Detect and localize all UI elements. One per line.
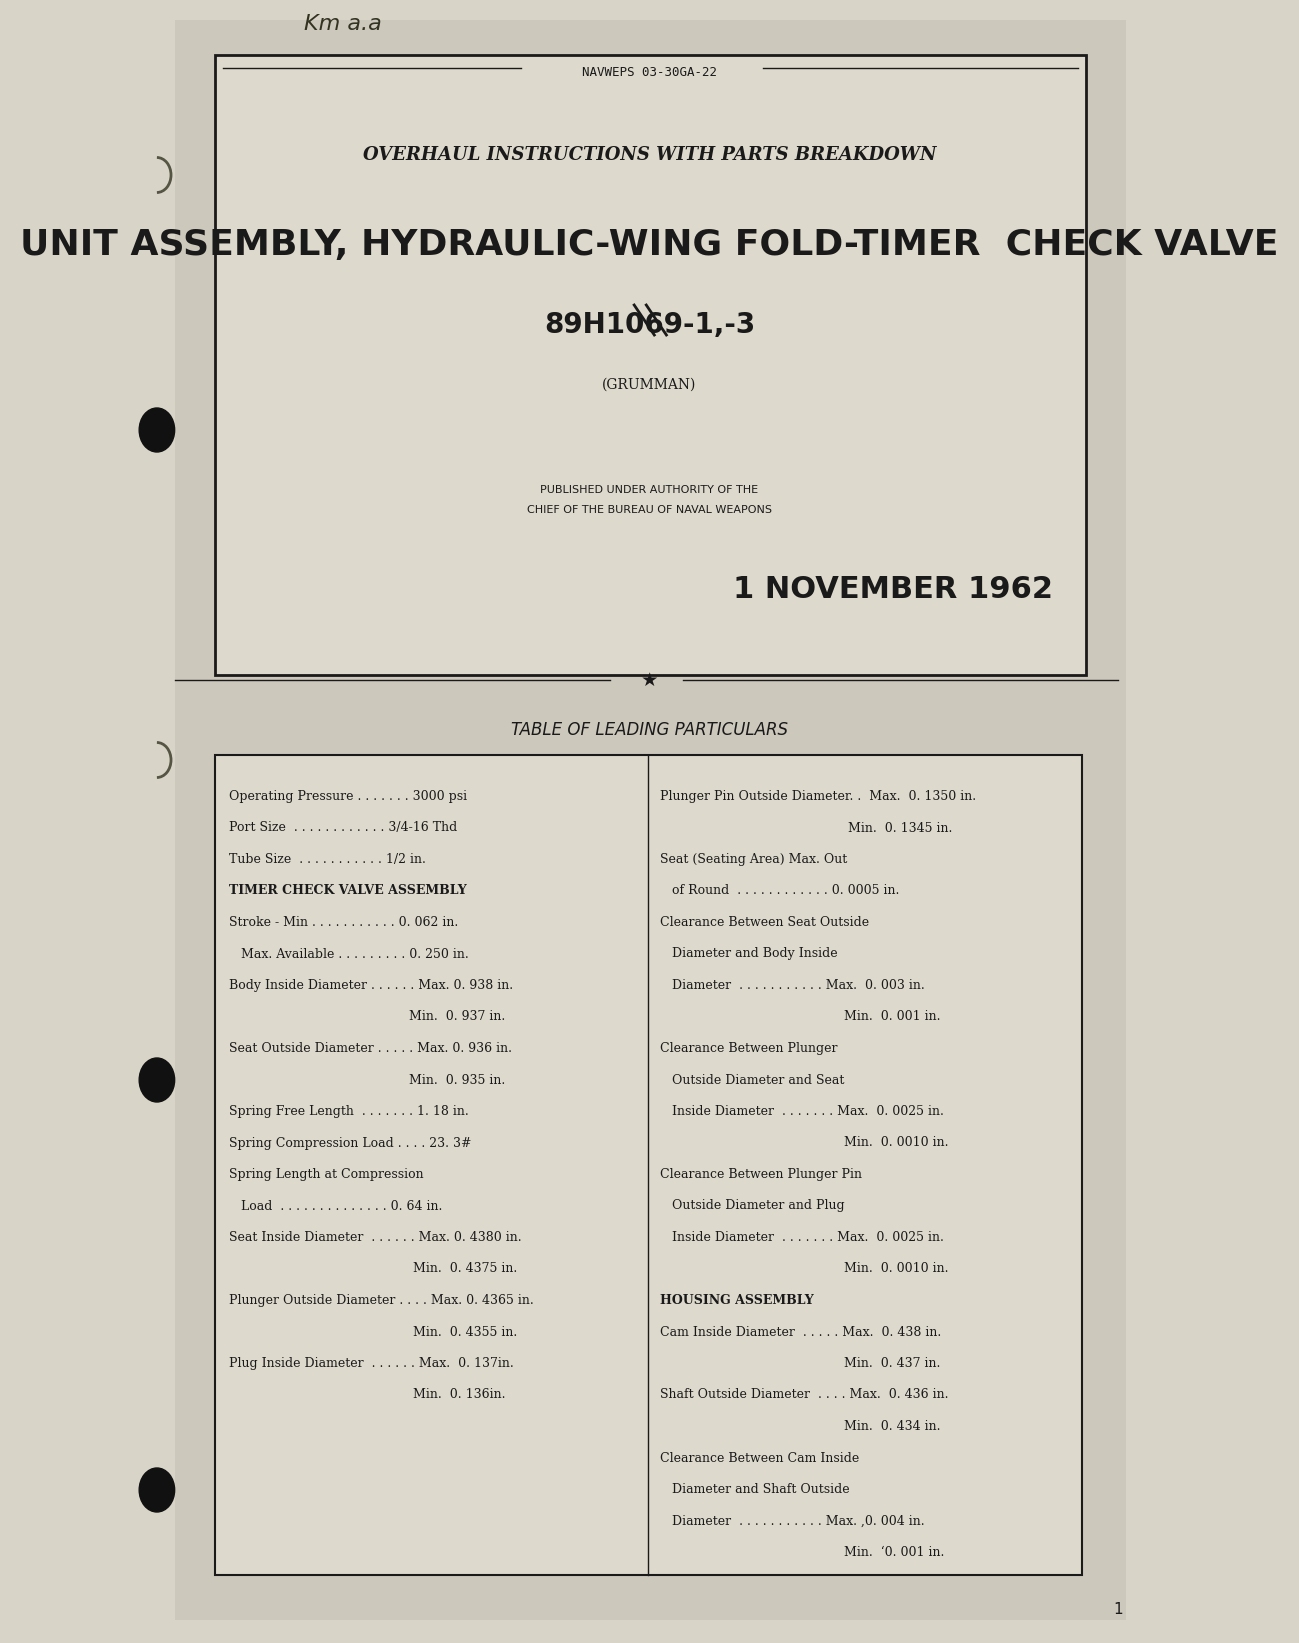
Text: 89H1069-1,-3: 89H1069-1,-3 <box>544 311 755 338</box>
Text: Min.  0. 935 in.: Min. 0. 935 in. <box>230 1073 505 1086</box>
Text: CHIEF OF THE BUREAU OF NAVAL WEAPONS: CHIEF OF THE BUREAU OF NAVAL WEAPONS <box>527 504 772 514</box>
Text: Clearance Between Seat Outside: Clearance Between Seat Outside <box>660 917 869 928</box>
Text: 1 NOVEMBER 1962: 1 NOVEMBER 1962 <box>734 575 1053 605</box>
Text: Min.  0. 937 in.: Min. 0. 937 in. <box>230 1010 505 1024</box>
Text: Clearance Between Plunger Pin: Clearance Between Plunger Pin <box>660 1168 863 1181</box>
Text: HOUSING ASSEMBLY: HOUSING ASSEMBLY <box>660 1295 813 1306</box>
Text: Clearance Between Cam Inside: Clearance Between Cam Inside <box>660 1451 859 1464</box>
Text: Seat Inside Diameter  . . . . . . Max. 0. 4380 in.: Seat Inside Diameter . . . . . . Max. 0.… <box>230 1231 522 1244</box>
Text: Min.  0. 434 in.: Min. 0. 434 in. <box>660 1420 940 1433</box>
Text: Spring Free Length  . . . . . . . 1. 18 in.: Spring Free Length . . . . . . . 1. 18 i… <box>230 1106 469 1117</box>
Text: Diameter and Body Inside: Diameter and Body Inside <box>660 948 838 961</box>
Text: Min.  0. 001 in.: Min. 0. 001 in. <box>660 1010 940 1024</box>
Text: Operating Pressure . . . . . . . 3000 psi: Operating Pressure . . . . . . . 3000 ps… <box>230 790 468 803</box>
Text: Spring Length at Compression: Spring Length at Compression <box>230 1168 423 1181</box>
Text: Plunger Pin Outside Diameter. .  Max.  0. 1350 in.: Plunger Pin Outside Diameter. . Max. 0. … <box>660 790 976 803</box>
Text: Min.  0. 437 in.: Min. 0. 437 in. <box>660 1357 940 1370</box>
Text: Body Inside Diameter . . . . . . Max. 0. 938 in.: Body Inside Diameter . . . . . . Max. 0.… <box>230 979 513 992</box>
Text: Inside Diameter  . . . . . . . Max.  0. 0025 in.: Inside Diameter . . . . . . . Max. 0. 00… <box>660 1231 944 1244</box>
Text: Spring Compression Load . . . . 23. 3#: Spring Compression Load . . . . 23. 3# <box>230 1137 472 1150</box>
Text: Seat (Seating Area) Max. Out: Seat (Seating Area) Max. Out <box>660 853 847 866</box>
Text: of Round  . . . . . . . . . . . . 0. 0005 in.: of Round . . . . . . . . . . . . 0. 0005… <box>660 884 899 897</box>
Text: Min.  0. 1345 in.: Min. 0. 1345 in. <box>660 822 952 835</box>
Text: Min.  0. 0010 in.: Min. 0. 0010 in. <box>660 1137 948 1150</box>
Circle shape <box>139 407 174 452</box>
Text: TABLE OF LEADING PARTICULARS: TABLE OF LEADING PARTICULARS <box>511 721 788 739</box>
Text: Outside Diameter and Plug: Outside Diameter and Plug <box>660 1199 844 1213</box>
Text: OVERHAUL INSTRUCTIONS WITH PARTS BREAKDOWN: OVERHAUL INSTRUCTIONS WITH PARTS BREAKDO… <box>362 146 937 164</box>
Text: UNIT ASSEMBLY, HYDRAULIC-WING FOLD-TIMER  CHECK VALVE: UNIT ASSEMBLY, HYDRAULIC-WING FOLD-TIMER… <box>21 228 1278 261</box>
Text: Inside Diameter  . . . . . . . Max.  0. 0025 in.: Inside Diameter . . . . . . . Max. 0. 00… <box>660 1106 944 1117</box>
Text: Max. Available . . . . . . . . . 0. 250 in.: Max. Available . . . . . . . . . 0. 250 … <box>230 948 469 961</box>
Text: Min.  0. 4375 in.: Min. 0. 4375 in. <box>230 1262 518 1275</box>
Circle shape <box>139 1467 174 1512</box>
Text: Min.  ‘0. 001 in.: Min. ‘0. 001 in. <box>660 1546 944 1559</box>
Circle shape <box>139 1058 174 1102</box>
Text: (GRUMMAN): (GRUMMAN) <box>603 378 696 393</box>
Text: Load  . . . . . . . . . . . . . . 0. 64 in.: Load . . . . . . . . . . . . . . 0. 64 i… <box>230 1199 443 1213</box>
Text: Min.  0. 4355 in.: Min. 0. 4355 in. <box>230 1326 518 1339</box>
Text: Tube Size  . . . . . . . . . . . 1/2 in.: Tube Size . . . . . . . . . . . 1/2 in. <box>230 853 426 866</box>
Text: Min.  0. 136in.: Min. 0. 136in. <box>230 1388 507 1401</box>
Text: NAVWEPS 03-30GA-22: NAVWEPS 03-30GA-22 <box>582 66 717 79</box>
Text: Diameter and Shaft Outside: Diameter and Shaft Outside <box>660 1484 850 1497</box>
Text: Shaft Outside Diameter  . . . . Max.  0. 436 in.: Shaft Outside Diameter . . . . Max. 0. 4… <box>660 1388 948 1401</box>
Bar <box>214 54 1086 675</box>
Text: Outside Diameter and Seat: Outside Diameter and Seat <box>660 1073 844 1086</box>
Text: Min.  0. 0010 in.: Min. 0. 0010 in. <box>660 1262 948 1275</box>
Text: Cam Inside Diameter  . . . . . Max.  0. 438 in.: Cam Inside Diameter . . . . . Max. 0. 43… <box>660 1326 942 1339</box>
Text: Km a.a: Km a.a <box>304 15 382 35</box>
Text: 1: 1 <box>1113 1602 1122 1617</box>
Text: Diameter  . . . . . . . . . . . Max. ,0. 004 in.: Diameter . . . . . . . . . . . Max. ,0. … <box>660 1515 925 1528</box>
Text: Port Size  . . . . . . . . . . . . 3/4-16 Thd: Port Size . . . . . . . . . . . . 3/4-16… <box>230 822 457 835</box>
Bar <box>214 756 1082 1576</box>
Text: Stroke - Min . . . . . . . . . . . 0. 062 in.: Stroke - Min . . . . . . . . . . . 0. 06… <box>230 917 459 928</box>
Text: Clearance Between Plunger: Clearance Between Plunger <box>660 1042 838 1055</box>
Text: PUBLISHED UNDER AUTHORITY OF THE: PUBLISHED UNDER AUTHORITY OF THE <box>540 485 759 495</box>
Text: TIMER CHECK VALVE ASSEMBLY: TIMER CHECK VALVE ASSEMBLY <box>230 884 468 897</box>
Text: Seat Outside Diameter . . . . . Max. 0. 936 in.: Seat Outside Diameter . . . . . Max. 0. … <box>230 1042 513 1055</box>
Text: Diameter  . . . . . . . . . . . Max.  0. 003 in.: Diameter . . . . . . . . . . . Max. 0. 0… <box>660 979 925 992</box>
Text: ★: ★ <box>640 670 659 690</box>
Text: Plunger Outside Diameter . . . . Max. 0. 4365 in.: Plunger Outside Diameter . . . . Max. 0.… <box>230 1295 534 1306</box>
Text: Plug Inside Diameter  . . . . . . Max.  0. 137in.: Plug Inside Diameter . . . . . . Max. 0.… <box>230 1357 514 1370</box>
